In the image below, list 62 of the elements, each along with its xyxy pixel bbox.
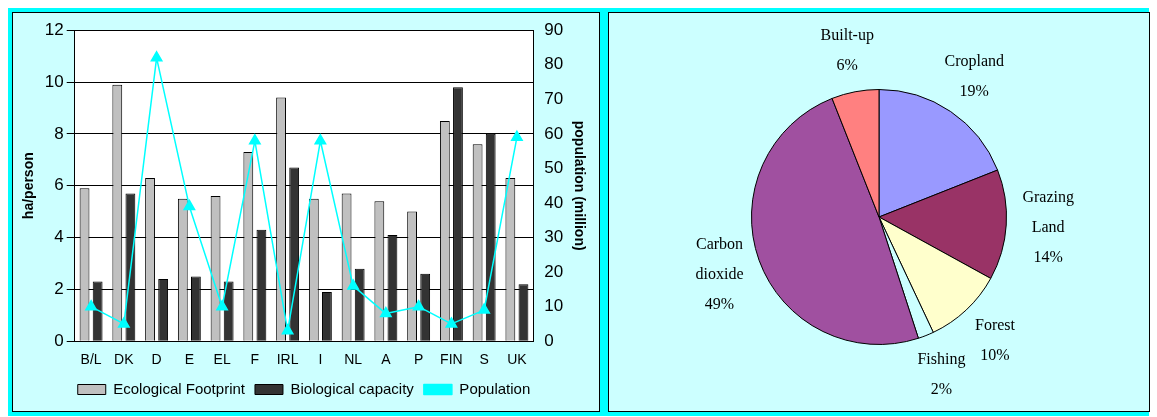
x-tick-label: S xyxy=(479,351,489,368)
x-tick-label: F xyxy=(250,351,260,368)
legend-label: Biological capacity xyxy=(290,379,415,397)
point xyxy=(85,299,98,311)
slice-label: Forest xyxy=(975,315,1016,333)
y-tick-label: 10 xyxy=(44,71,64,91)
point xyxy=(281,324,294,335)
point xyxy=(150,51,163,62)
y-tick-label: 8 xyxy=(54,123,64,143)
slice-label: Grazing Land xyxy=(1022,187,1074,235)
point xyxy=(248,134,261,145)
x-tick-label: EL xyxy=(213,351,231,368)
x-tick-label: IRL xyxy=(276,351,299,368)
y-tick-label: 4 xyxy=(54,227,64,247)
point xyxy=(117,317,130,328)
y2-tick-label: 50 xyxy=(544,158,564,178)
y-tick-label: 2 xyxy=(54,279,64,299)
legend-label: Population xyxy=(459,379,531,397)
y2-tick-label: 60 xyxy=(544,123,564,143)
x-tick-label: FIN xyxy=(440,351,463,368)
point xyxy=(478,303,491,314)
x-tick-label: P xyxy=(413,351,424,368)
y2-axis-title: population (million) xyxy=(571,120,588,251)
y2-tick-label: 70 xyxy=(544,89,564,108)
data-label: 19% xyxy=(959,82,989,100)
slice-label: Fishing xyxy=(917,349,966,368)
x-tick-label: DK xyxy=(114,351,135,368)
x-tick-label: B/L xyxy=(80,351,102,368)
x-tick-label: A xyxy=(381,351,392,368)
x-tick-label: E xyxy=(184,351,195,368)
y2-tick-label: 40 xyxy=(544,192,564,212)
data-label: 10% xyxy=(980,345,1010,363)
slice-label: Built-up xyxy=(820,25,874,44)
point xyxy=(379,306,392,318)
y2-tick-label: 10 xyxy=(544,296,564,316)
slice-label: Cropland xyxy=(944,52,1005,71)
y2-tick-label: 80 xyxy=(544,54,564,74)
data-label: 6% xyxy=(836,55,858,73)
data-label: 2% xyxy=(930,379,953,397)
legend-label: Ecological Footprint xyxy=(113,379,246,397)
x-tick-label: UK xyxy=(507,351,528,368)
point xyxy=(183,199,196,211)
y-tick-label: 6 xyxy=(54,175,64,195)
data-label: 14% xyxy=(1033,247,1063,265)
point xyxy=(510,130,523,142)
y-axis-title: ha/person xyxy=(20,152,37,220)
x-tick-label: I xyxy=(318,351,323,368)
y2-tick-label: 20 xyxy=(544,261,564,281)
y2-tick-label: 30 xyxy=(544,227,564,247)
y-tick-label: 12 xyxy=(44,19,64,39)
data-label: 49% xyxy=(704,294,735,312)
y2-tick-label: 0 xyxy=(544,330,554,350)
point xyxy=(216,299,229,311)
x-tick-label: NL xyxy=(344,351,363,368)
point xyxy=(445,317,458,328)
slice-label: Carbon dioxide xyxy=(695,234,744,282)
y2-tick-label: 90 xyxy=(544,19,564,39)
x-tick-label: D xyxy=(151,351,162,368)
point xyxy=(347,279,360,290)
point xyxy=(412,299,425,311)
point xyxy=(314,134,327,145)
y-tick-label: 0 xyxy=(54,330,64,350)
